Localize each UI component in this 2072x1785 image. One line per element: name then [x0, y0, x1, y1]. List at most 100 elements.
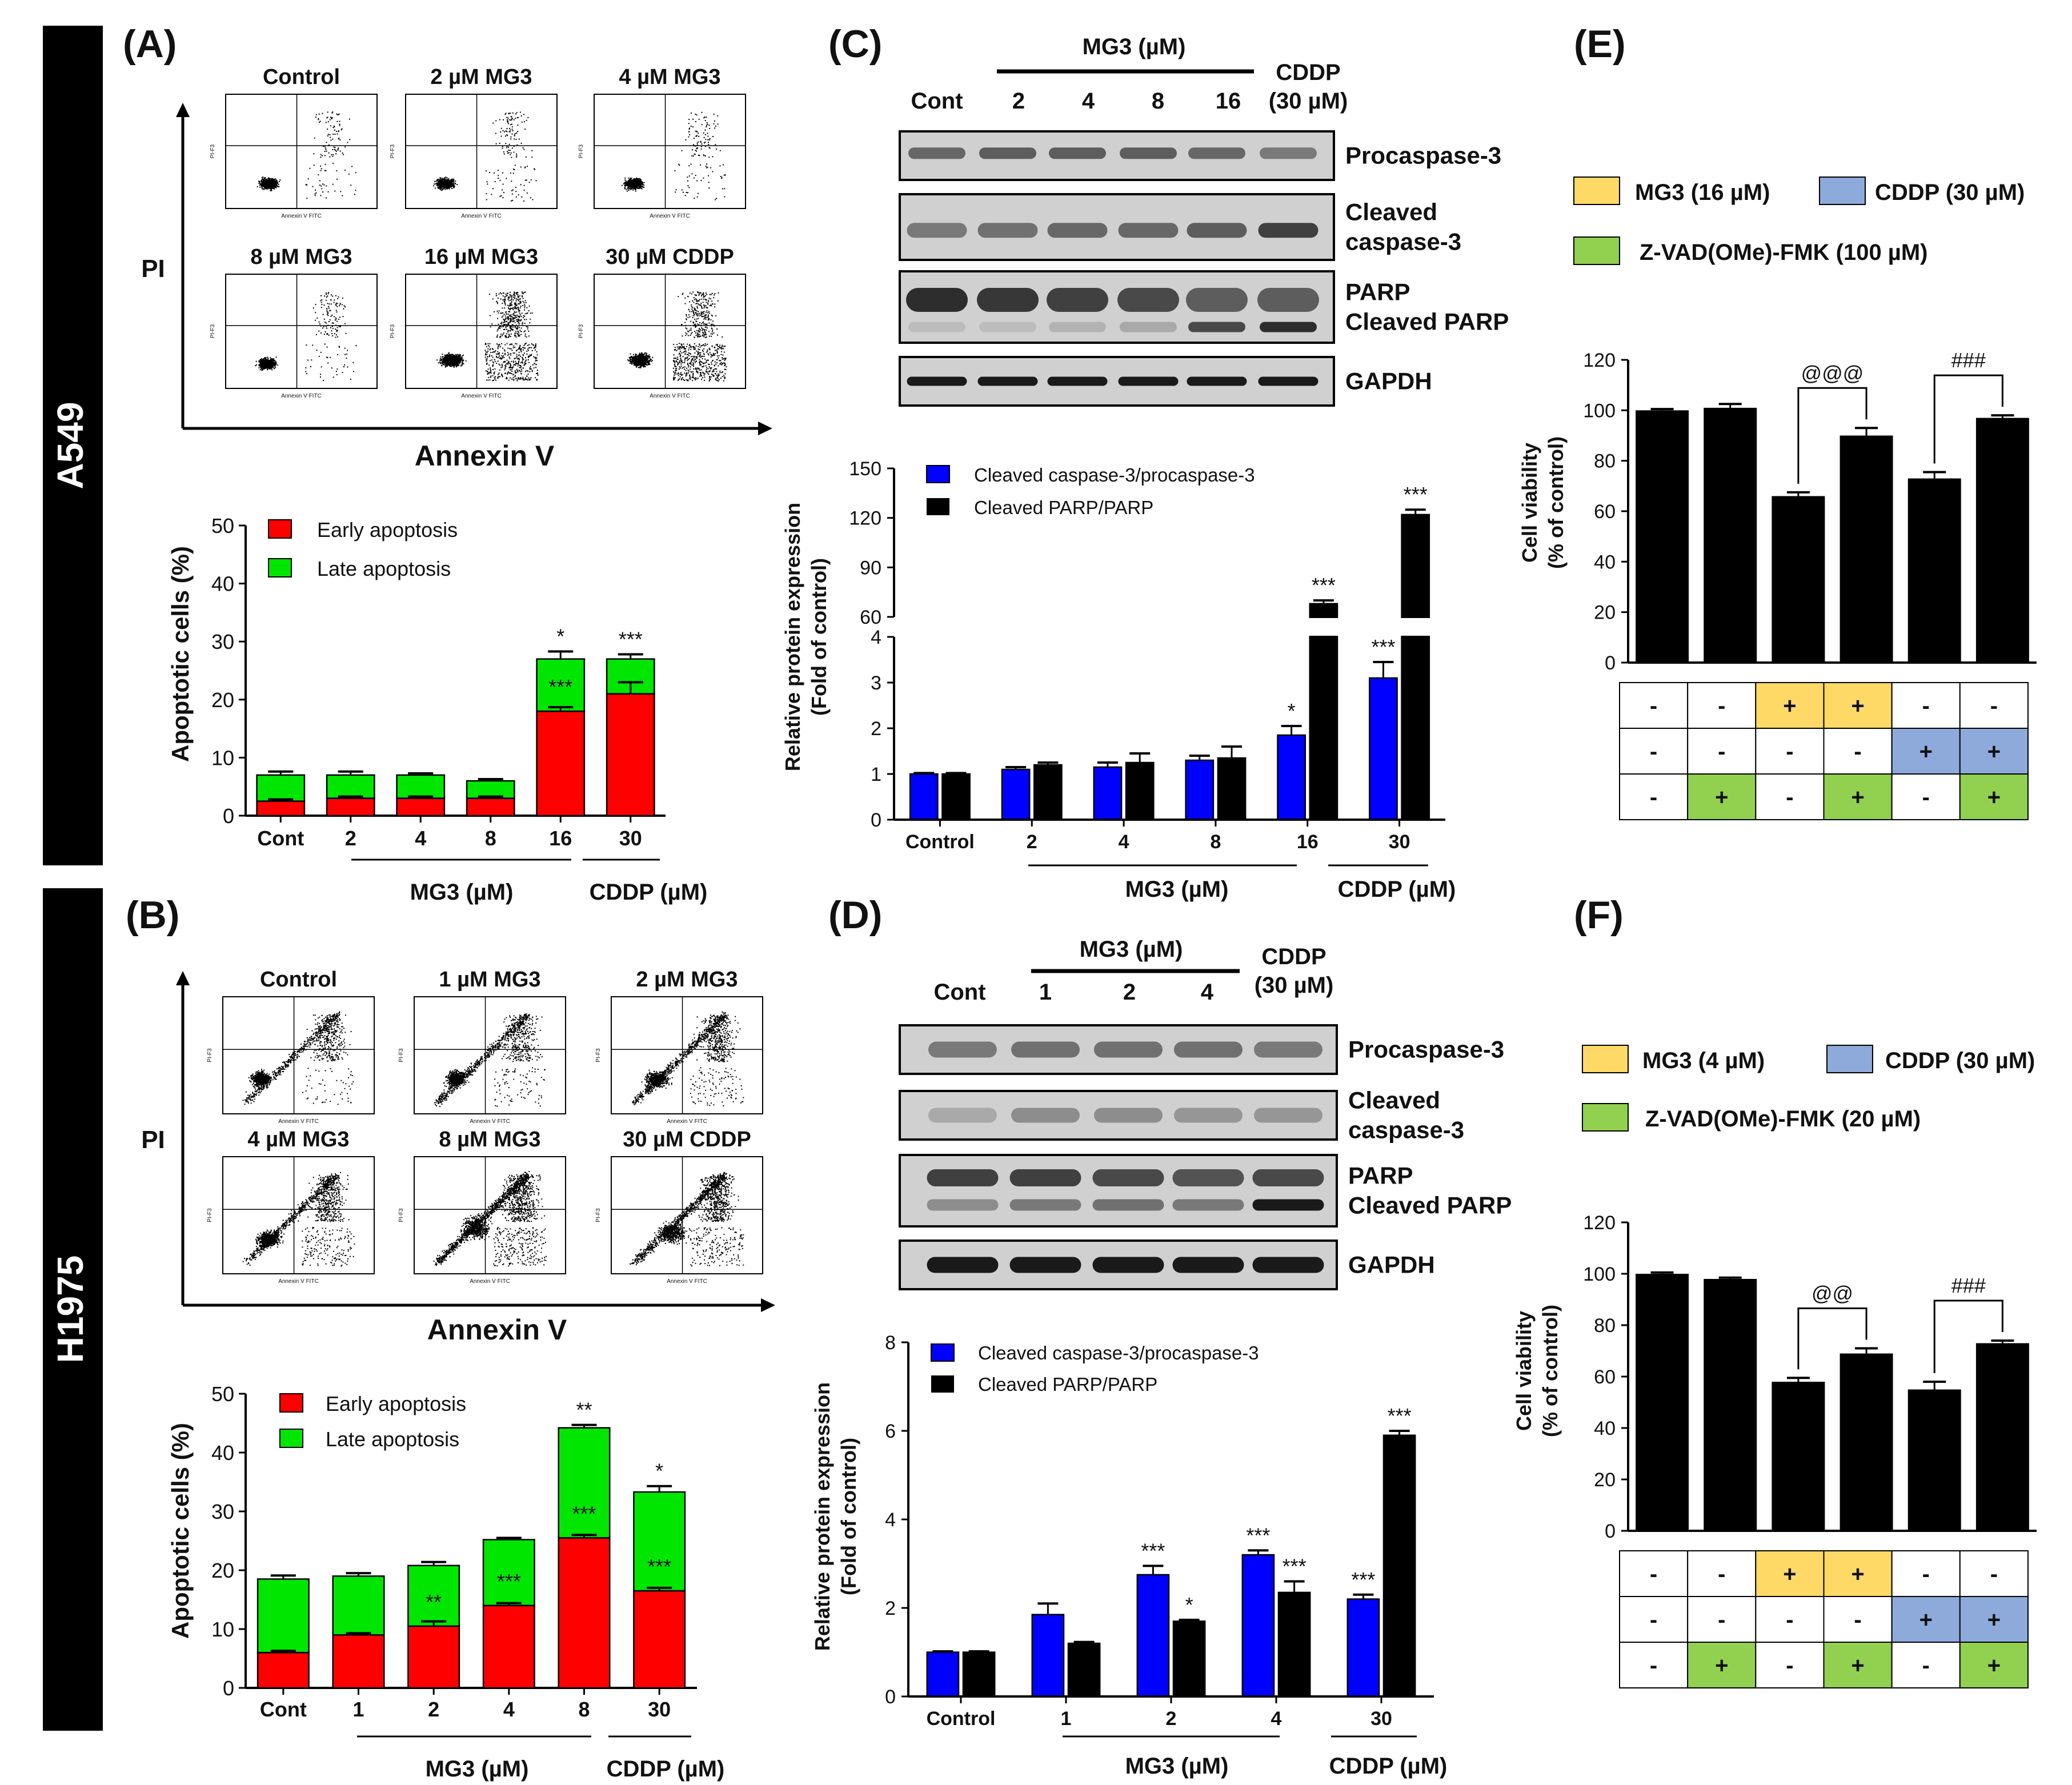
treatment-mark: +: [1987, 739, 2001, 764]
significance-mark: *: [1288, 699, 1296, 723]
flow-plot: Annexin V FITC PI-F3: [210, 274, 378, 399]
significance-label: ###: [1951, 1274, 1986, 1297]
flow-scatter-points: [433, 111, 537, 202]
bar-cleaved-parp-ratio: [1217, 757, 1247, 821]
chart-a-group-cddp: CDDP (µM): [590, 880, 708, 905]
treatment-cell: [1891, 1596, 1961, 1643]
significance-mark: ***: [1246, 1523, 1270, 1547]
blot-band: [1258, 376, 1318, 386]
flow-mini-xlabel: Annexin V FITC: [470, 1118, 510, 1125]
y-tick-label: 80: [1594, 451, 1616, 472]
chart-b-ylabel: Apoptotic cells (%): [167, 1423, 194, 1639]
chart-d-group-cddp: CDDP (µM): [1329, 1754, 1448, 1779]
treatment-cell: [1891, 728, 1961, 775]
legend-d-parp: Cleaved PARP/PARP: [978, 1374, 1157, 1395]
blot-row-label: GAPDH: [1345, 368, 1432, 395]
blot-c-lane-8: 8: [1152, 89, 1164, 114]
bar-early-apoptosis: [326, 797, 375, 817]
chart-d-group-mg3: MG3 (µM): [1125, 1754, 1229, 1779]
chart-e-ylabel-2: (% of control): [1544, 436, 1568, 569]
blot-row-label: GAPDH: [1348, 1251, 1435, 1278]
blot-d-lane-2: 2: [1123, 980, 1136, 1005]
bar-late-apoptosis: [256, 774, 306, 802]
flow-mini-xlabel: Annexin V FITC: [650, 393, 690, 399]
flow-b-xaxis: Annexin V: [427, 1314, 567, 1346]
y-tick-label: 120: [1583, 350, 1616, 371]
flow-plot-title: 1 µM MG3: [439, 968, 540, 992]
bar-cell-viability: [1636, 1274, 1689, 1531]
chart-e: MG3 (16 µM) CDDP (30 µM) Z-VAD(OMe)-FMK …: [1518, 177, 2037, 820]
blot-band: [1092, 1257, 1164, 1273]
blot-c-cddp-dose: (30 µM): [1269, 89, 1348, 114]
panel-label-b: (B): [126, 893, 179, 937]
flow-plot-title: 4 µM MG3: [247, 1128, 349, 1152]
chart-b: Apoptotic cells (%) Early apoptosis Late…: [167, 1382, 724, 1782]
x-tick-label: Cont: [257, 827, 304, 850]
flow-mini-xlabel: Annexin V FITC: [667, 1278, 707, 1285]
significance-label: ###: [1951, 348, 1986, 372]
blot-d-lane-1: 1: [1039, 980, 1052, 1005]
blot-band: [979, 147, 1036, 159]
treatment-mark: -: [1718, 1607, 1725, 1632]
x-tick-label: 30: [1370, 1708, 1392, 1730]
flow-plot-frame: [225, 274, 378, 389]
significance-early: ***: [572, 1502, 596, 1525]
bar-late-apoptosis: [396, 774, 446, 799]
bar-cleaved-caspase-ratio: [1185, 759, 1215, 821]
flow-plot: Annexin V FITC PI-F3: [390, 274, 558, 399]
significance-bracket: [1797, 1307, 1867, 1370]
treatment-cell: [1959, 728, 2029, 775]
flow-mini-ylabel: PI-F3: [210, 324, 216, 338]
western-blot-d: MG3 (µM) Cont 1 2 4 CDDP (30 µM) Procasp…: [899, 937, 1512, 1290]
panel-label-f: (F): [1574, 893, 1624, 937]
treatment-mark: -: [1922, 1562, 1930, 1587]
y-tick-label: 120: [849, 508, 881, 530]
flow-mini-xlabel: Annexin V FITC: [667, 1118, 707, 1125]
bar-cleaved-parp-ratio: [941, 773, 971, 821]
blot-band: [908, 147, 965, 159]
y-tick-label: 0: [1605, 1521, 1616, 1542]
y-tick-label: 8: [885, 1332, 896, 1354]
bar-cell-viability: [1772, 496, 1825, 663]
y-tick-label: 20: [211, 1559, 234, 1582]
treatment-mark: +: [1851, 1653, 1864, 1678]
x-tick-label: Cont: [260, 1698, 307, 1721]
y-tick-label: 3: [871, 672, 881, 694]
y-tick-label: 0: [885, 1686, 896, 1708]
blot-band: [1120, 322, 1177, 332]
bar-late-apoptosis: [407, 1565, 460, 1627]
treatment-mark: -: [1718, 1562, 1725, 1587]
flow-mini-ylabel: PI-F3: [390, 324, 396, 338]
chart-f-ylabel-1: Cell viability: [1512, 1311, 1536, 1431]
blot-band: [1174, 1041, 1243, 1058]
y-tick-label: 20: [1594, 1469, 1616, 1491]
blot-band: [1094, 1108, 1163, 1123]
legend-e-zvad: Z-VAD(OMe)-FMK (100 µM): [1640, 240, 1928, 265]
h1975-side-bar: [43, 888, 103, 1731]
flow-mini-ylabel: PI-F3: [207, 1048, 213, 1062]
treatment-mark: +: [1919, 1607, 1933, 1632]
axis-break-gap: [1308, 618, 1338, 636]
bar-cell-viability: [1975, 418, 2029, 663]
legend-a-late-swatch: [268, 558, 292, 577]
flow-scatter-points: [242, 1172, 355, 1267]
flow-a-xaxis: Annexin V: [415, 440, 555, 472]
legend-a-early-swatch: [268, 519, 292, 539]
significance-mark: ***: [1283, 1555, 1306, 1578]
blot-row-label: Cleaved PARP: [1348, 1192, 1512, 1219]
cell-line-a549: A549: [50, 402, 91, 490]
blot-band: [1187, 376, 1247, 386]
legend-e-cddp: CDDP (30 µM): [1875, 180, 2025, 205]
legend-f-cddp-swatch: [1826, 1045, 1873, 1073]
bar-cell-viability: [1839, 435, 1893, 663]
x-tick-label: 30: [619, 827, 642, 850]
bar-cleaved-parp-ratio: [1125, 761, 1155, 821]
treatment-cell: [1959, 773, 2029, 820]
treatment-mark: -: [1786, 785, 1793, 810]
y-tick-label: 10: [211, 746, 234, 769]
treatment-mark: -: [1786, 1607, 1793, 1632]
legend-f-zvad: Z-VAD(OMe)-FMK (20 µM): [1645, 1106, 1921, 1132]
bar-cleaved-caspase-ratio: [1093, 766, 1123, 821]
significance-early: **: [426, 1590, 442, 1614]
blot-band: [1009, 1257, 1081, 1273]
